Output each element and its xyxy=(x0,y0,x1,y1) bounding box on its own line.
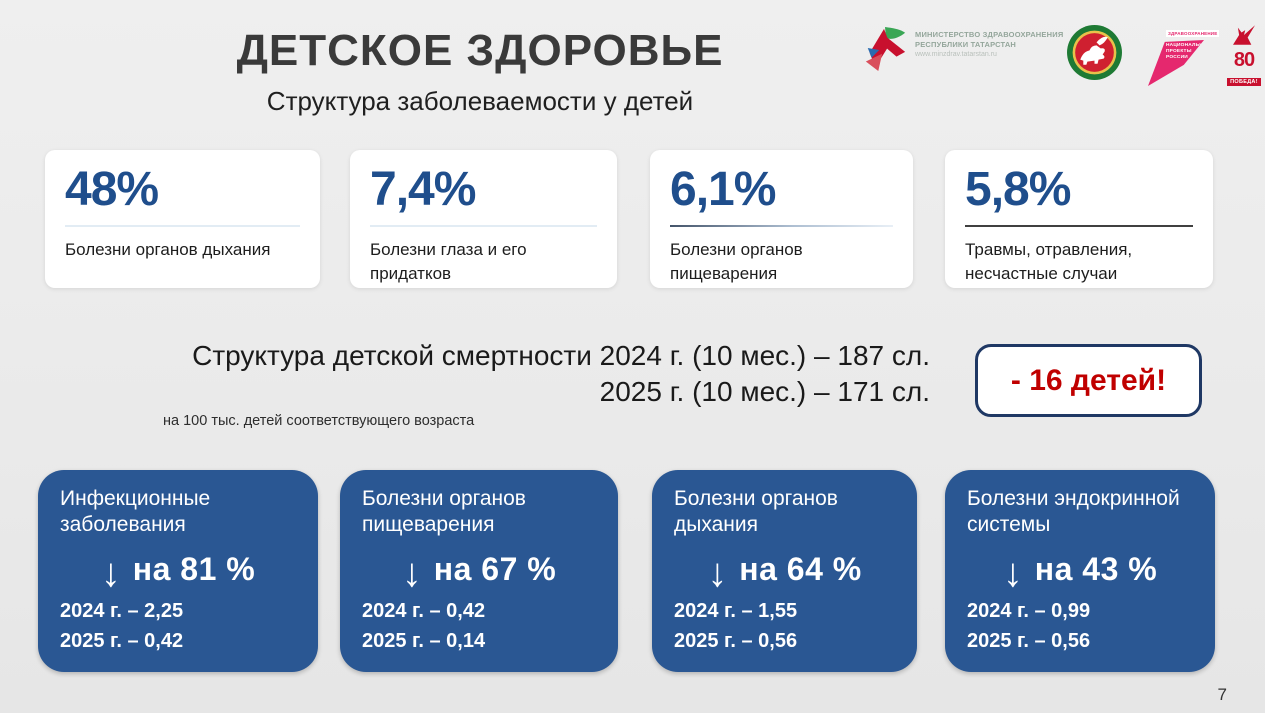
ministry-line2: РЕСПУБЛИКИ ТАТАРСТАН xyxy=(915,40,1017,50)
ministry-line1: МИНИСТЕРСТВО ЗДРАВООХРАНЕНИЯ xyxy=(915,30,1064,39)
ministry-logo-icon xyxy=(862,24,908,79)
down-arrow-icon: ↓ xyxy=(100,551,121,595)
victory-80-icon: 80 ПОБЕДА! xyxy=(1224,24,1264,88)
morbidity-card-digestive: 6,1% Болезни органов пищеварения xyxy=(650,150,913,288)
divider xyxy=(965,225,1193,227)
mortality-card-respiratory: Болезни органов дыхания ↓ на 64 % 2024 г… xyxy=(652,470,917,672)
ministry-logo: МИНИСТЕРСТВО ЗДРАВООХРАНЕНИЯ РЕСПУБЛИКИ … xyxy=(862,24,1063,79)
mortality-line-2025: 2025 г. (10 мес.) – 171 сл. xyxy=(599,375,930,407)
mortality-headline: Структура детской смертности 2024 г. (10… xyxy=(192,338,930,410)
year-2025-value: 2025 г. – 0,56 xyxy=(674,630,798,652)
np-line2: ПРОЕКТЫ xyxy=(1166,48,1192,54)
mortality-footnote: на 100 тыс. детей соответствующего возра… xyxy=(163,413,475,429)
mortality-card-title: Болезни органов пищеварения xyxy=(362,487,526,537)
tatarstan-emblem-icon xyxy=(1066,24,1123,86)
ministry-logo-text: МИНИСТЕРСТВО ЗДРАВООХРАНЕНИЯ РЕСПУБЛИКИ … xyxy=(915,24,1063,58)
victory-80-label: ПОБЕДА! xyxy=(1227,78,1261,86)
year-2025-value: 2025 г. – 0,56 xyxy=(967,630,1091,652)
year-2024-value: 2024 г. – 1,55 xyxy=(674,600,798,622)
ministry-website: www.minzdrav.tatarstan.ru xyxy=(915,51,997,59)
year-values: 2024 г. – 0,99 2025 г. – 0,56 xyxy=(967,596,1193,656)
decline-percent: на 67 % xyxy=(433,550,557,587)
year-2025-value: 2025 г. – 0,14 xyxy=(362,630,486,652)
mortality-card-title: Болезни эндокринной системы xyxy=(967,487,1180,537)
page-title: ДЕТСКОЕ ЗДОРОВЬЕ xyxy=(236,26,724,75)
children-saved-badge: - 16 детей! xyxy=(975,344,1202,417)
morbidity-value: 48% xyxy=(65,163,159,216)
victory-80-number: 80 xyxy=(1233,49,1255,71)
children-saved-value: - 16 детей! xyxy=(1010,363,1167,397)
mortality-card-title: Болезни органов дыхания xyxy=(674,487,838,537)
year-2025-value: 2025 г. – 0,42 xyxy=(60,630,184,652)
morbidity-label: Травмы, отравления, несчастные случаи xyxy=(965,240,1133,283)
down-arrow-icon: ↓ xyxy=(707,551,728,595)
year-values: 2024 г. – 1,55 2025 г. – 0,56 xyxy=(674,596,895,656)
divider xyxy=(670,225,893,227)
morbidity-card-respiratory: 48% Болезни органов дыхания xyxy=(45,150,320,288)
mortality-card-digestive: Болезни органов пищеварения ↓ на 67 % 20… xyxy=(340,470,618,672)
down-arrow-icon: ↓ xyxy=(401,551,422,595)
morbidity-card-eye: 7,4% Болезни глаза и его придатков xyxy=(350,150,617,288)
logo-strip: МИНИСТЕРСТВО ЗДРАВООХРАНЕНИЯ РЕСПУБЛИКИ … xyxy=(862,22,1261,86)
decline-percent: на 64 % xyxy=(739,550,862,587)
header: ДЕТСКОЕ ЗДОРОВЬЕ Структура заболеваемост… xyxy=(160,26,800,117)
decline-row: ↓ на 43 % xyxy=(967,550,1193,595)
morbidity-label: Болезни органов пищеварения xyxy=(670,240,803,283)
year-2024-value: 2024 г. – 0,99 xyxy=(967,600,1091,622)
np-line3: РОССИИ xyxy=(1166,54,1188,60)
morbidity-value: 6,1% xyxy=(670,163,776,216)
divider xyxy=(370,225,597,227)
page-subtitle: Структура заболеваемости у детей xyxy=(266,86,694,116)
decline-row: ↓ на 67 % xyxy=(362,550,596,595)
morbidity-value: 5,8% xyxy=(965,163,1071,216)
decline-row: ↓ на 81 % xyxy=(60,550,296,595)
national-projects-sector: ЗДРАВООХРАНЕНИЕ xyxy=(1166,30,1220,37)
national-projects-icon: ЗДРАВООХРАНЕНИЕ НАЦИОНАЛЬНЫЕ ПРОЕКТЫ РОС… xyxy=(1148,22,1220,86)
mortality-card-title: Инфекционные заболевания xyxy=(60,487,211,537)
down-arrow-icon: ↓ xyxy=(1002,551,1023,595)
mortality-card-infectious: Инфекционные заболевания ↓ на 81 % 2024 … xyxy=(38,470,318,672)
np-line1: НАЦИОНАЛЬНЫЕ xyxy=(1166,43,1212,48)
national-projects-flag: НАЦИОНАЛЬНЫЕ ПРОЕКТЫ РОССИИ xyxy=(1148,40,1204,86)
decline-row: ↓ на 64 % xyxy=(674,550,895,595)
mortality-card-endocrine: Болезни эндокринной системы ↓ на 43 % 20… xyxy=(945,470,1215,672)
year-values: 2024 г. – 0,42 2025 г. – 0,14 xyxy=(362,596,596,656)
year-2024-value: 2024 г. – 2,25 xyxy=(60,600,184,622)
decline-percent: на 81 % xyxy=(132,550,256,587)
morbidity-value: 7,4% xyxy=(370,163,476,216)
divider xyxy=(65,225,300,227)
year-2024-value: 2024 г. – 0,42 xyxy=(362,600,486,622)
morbidity-label: Болезни органов дыхания xyxy=(65,240,271,259)
year-values: 2024 г. – 2,25 2025 г. – 0,42 xyxy=(60,596,296,656)
decline-percent: на 43 % xyxy=(1034,550,1158,587)
page-number: 7 xyxy=(1217,685,1227,704)
mortality-line-2024: Структура детской смертности 2024 г. (10… xyxy=(192,340,930,371)
morbidity-card-injuries: 5,8% Травмы, отравления, несчастные случ… xyxy=(945,150,1213,288)
morbidity-label: Болезни глаза и его придатков xyxy=(370,240,527,283)
